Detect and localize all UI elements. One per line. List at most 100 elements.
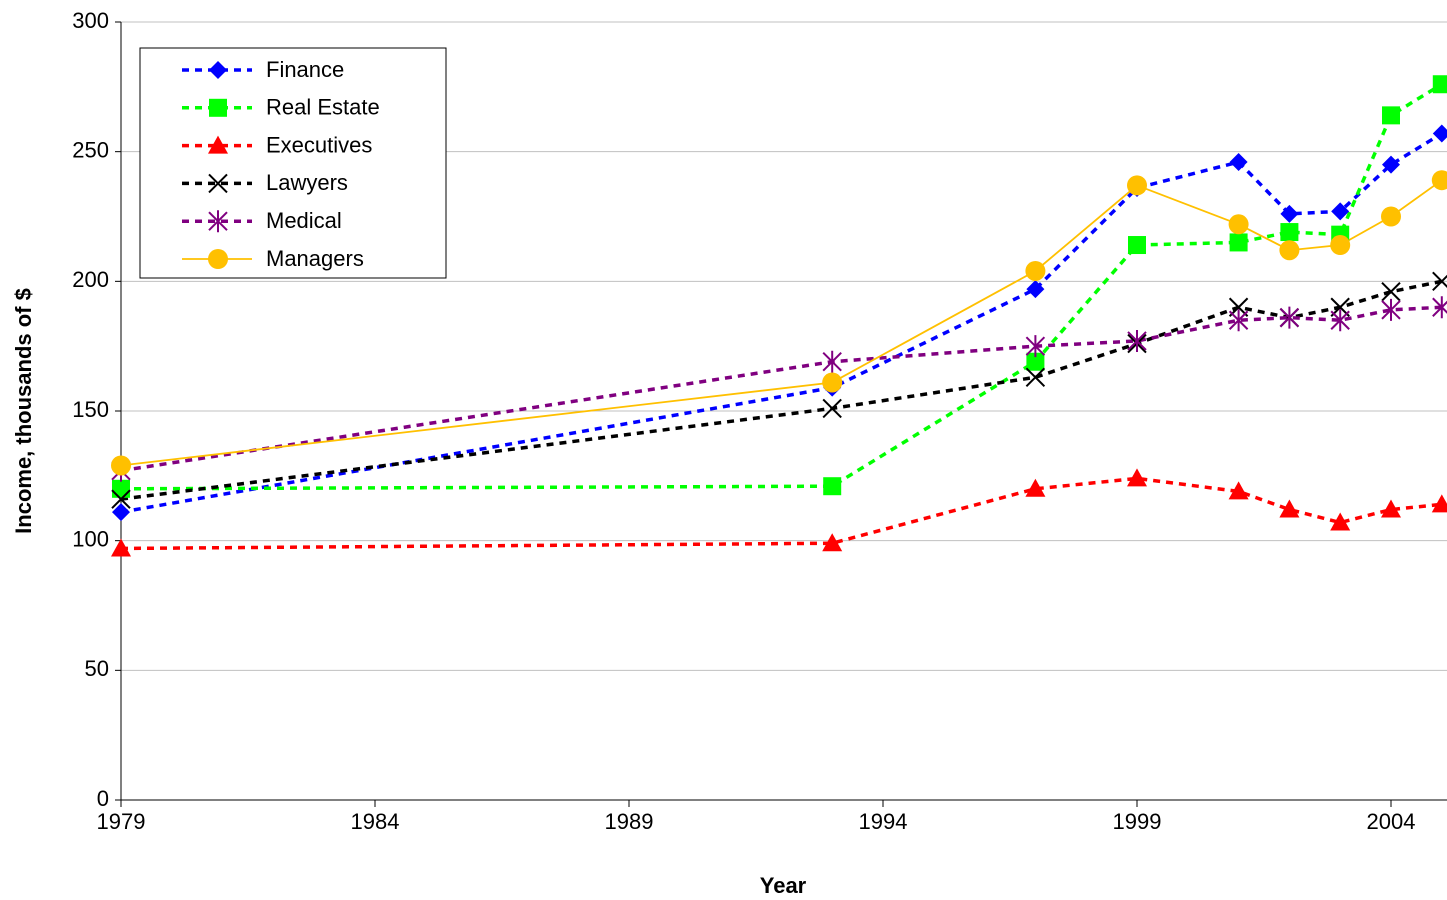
marker — [1330, 235, 1351, 256]
marker — [822, 372, 843, 393]
marker — [1025, 367, 1046, 387]
marker — [1228, 214, 1249, 235]
marker — [111, 538, 131, 557]
legend-label: Medical — [266, 208, 342, 233]
marker — [822, 398, 842, 419]
marker — [823, 477, 842, 496]
legend-marker — [209, 98, 227, 117]
marker — [1330, 309, 1350, 332]
marker-shape — [1228, 214, 1249, 235]
marker — [1381, 206, 1401, 227]
marker — [1432, 271, 1447, 292]
marker-shape — [1330, 512, 1351, 531]
marker-shape — [209, 61, 227, 79]
marker — [1432, 296, 1447, 319]
marker — [1279, 499, 1300, 518]
legend: Finance Real Estate Executives Lawyers Medic… — [139, 47, 447, 279]
marker-shape — [208, 210, 228, 233]
legend-label: Executives — [266, 132, 372, 157]
marker — [1279, 240, 1300, 261]
marker-shape — [1382, 155, 1400, 174]
marker-shape — [209, 98, 227, 117]
marker-shape — [1381, 281, 1401, 302]
marker — [1025, 335, 1046, 358]
marker-shape — [1432, 296, 1447, 319]
marker — [112, 479, 130, 498]
y-tick-label: 50 — [85, 656, 109, 681]
marker-shape — [1330, 309, 1350, 332]
y-tick-label: 250 — [72, 137, 109, 162]
x-tick-label: 1994 — [859, 809, 908, 834]
marker — [1127, 468, 1147, 487]
marker-shape — [112, 479, 130, 498]
marker-shape — [1228, 309, 1249, 332]
marker-shape — [1431, 170, 1447, 191]
marker-shape — [1026, 352, 1045, 371]
marker — [112, 503, 130, 522]
marker-shape — [823, 477, 842, 496]
x-tick-label: 2004 — [1367, 809, 1416, 834]
marker-shape — [1381, 298, 1401, 321]
marker — [1432, 124, 1447, 143]
marker — [1382, 106, 1400, 125]
marker-shape — [1025, 260, 1046, 281]
marker — [1331, 202, 1350, 221]
marker-shape — [1025, 335, 1046, 358]
marker — [1026, 352, 1045, 371]
marker-shape — [1229, 233, 1248, 252]
marker — [1228, 481, 1249, 500]
marker — [1128, 236, 1146, 255]
y-tick-label: 300 — [72, 8, 109, 33]
x-axis-title: Year — [760, 873, 807, 898]
legend-label: Finance — [266, 57, 344, 82]
marker — [1229, 153, 1248, 172]
marker-shape — [111, 489, 131, 509]
marker — [1381, 281, 1401, 302]
marker — [1431, 494, 1447, 513]
legend-marker — [208, 173, 228, 194]
marker-shape — [822, 533, 843, 552]
marker-shape — [1432, 124, 1447, 143]
marker-shape — [1229, 153, 1248, 172]
y-tick-label: 150 — [72, 397, 109, 422]
marker — [1381, 499, 1401, 518]
series-line — [120, 305, 1442, 473]
marker-shape — [1381, 206, 1401, 227]
marker-shape — [1026, 280, 1045, 299]
marker — [1330, 512, 1351, 531]
series-line — [120, 82, 1443, 491]
marker-shape — [1331, 202, 1350, 221]
x-tick-label: 1979 — [97, 809, 146, 834]
x-tick-label: 1989 — [605, 809, 654, 834]
legend-box — [139, 47, 447, 279]
marker-shape — [1280, 223, 1299, 242]
marker-shape — [208, 135, 228, 154]
marker-shape — [1279, 499, 1300, 518]
legend-marker — [208, 249, 228, 269]
marker — [1382, 155, 1400, 174]
marker-shape — [1127, 468, 1147, 487]
marker-shape — [1279, 306, 1300, 329]
marker-shape — [1431, 494, 1447, 513]
marker-shape — [1127, 329, 1147, 352]
marker-shape — [1432, 271, 1447, 292]
marker-shape — [1432, 75, 1447, 94]
marker-shape — [1330, 235, 1351, 256]
marker-shape — [1128, 236, 1146, 255]
marker-shape — [1228, 481, 1249, 500]
marker — [1280, 223, 1299, 242]
marker — [1431, 170, 1447, 191]
marker — [1229, 233, 1248, 252]
x-tick-label: 1984 — [351, 809, 400, 834]
marker — [1381, 298, 1401, 321]
marker — [1432, 75, 1447, 94]
x-tick-label: 1999 — [1113, 809, 1162, 834]
legend-label: Real Estate — [266, 95, 380, 120]
legend-marker — [209, 61, 227, 79]
marker — [1127, 175, 1147, 196]
marker — [822, 533, 843, 552]
marker — [1127, 329, 1147, 352]
marker-shape — [822, 372, 843, 393]
marker-shape — [112, 503, 130, 522]
